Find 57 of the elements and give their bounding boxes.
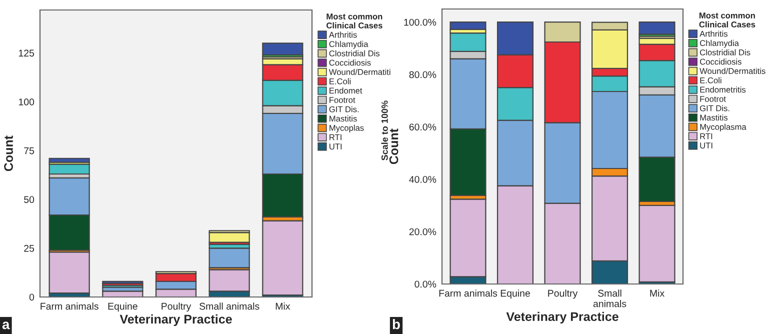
- y-tick-label: 20.0%: [409, 228, 436, 236]
- legend-label: Chlamydia: [700, 40, 739, 48]
- legend-label: Clostridial Dis: [329, 50, 380, 56]
- legend-label: Arthritis: [328, 32, 357, 38]
- legend-label: E.Coli: [700, 77, 722, 84]
- x-tick-label: Small animals: [200, 302, 260, 310]
- x-tick-label: Mix: [276, 302, 290, 310]
- x-tick-label: Farm animals: [40, 302, 98, 310]
- x-tick-label: Mix: [650, 290, 664, 297]
- legend-label: GIT Dis.: [329, 106, 359, 112]
- x-tick-label: Equine: [500, 290, 530, 299]
- legend-label: Clostridial Dis: [700, 49, 750, 56]
- legend-label: Wound/Dermatitis: [700, 68, 766, 74]
- legend-label: E.Coli: [330, 78, 351, 84]
- text: a: [2, 322, 10, 330]
- legend-label: Coccidiosis: [329, 60, 371, 66]
- legend-label: Endometritis: [700, 86, 746, 93]
- y-tick-label: 25: [24, 244, 34, 252]
- legend-label: UTI: [330, 144, 342, 150]
- y-tick-label: 40.0%: [409, 176, 436, 183]
- legend-title: Most common Clinical Cases: [326, 14, 382, 28]
- legend-label: Mycoplasma: [700, 124, 746, 132]
- y-tick-label: 50: [24, 196, 34, 203]
- legend-label: Mastitis: [700, 114, 728, 121]
- y-tick-label: 60.0%: [409, 124, 436, 130]
- x-axis-title: Veterinary Practice: [506, 312, 618, 324]
- y-tick-label: 80.0%: [409, 71, 436, 78]
- legend-label: Mastitis: [330, 115, 357, 122]
- text: b: [392, 319, 400, 330]
- y-tick-label: 75: [24, 147, 34, 154]
- legend-label: Endomet: [330, 87, 362, 94]
- x-axis-title: Veterinary Practice: [120, 314, 232, 326]
- y-tick-label: 125: [18, 50, 34, 57]
- legend-label: RTI: [700, 133, 712, 140]
- x-tick-label: Poultry: [162, 302, 192, 312]
- legend-label: Footrot: [330, 97, 356, 103]
- legend-label: Footrot: [700, 96, 726, 102]
- legend-label: RTI: [330, 134, 342, 140]
- y-axis-title: Count: [4, 136, 13, 172]
- legend-label: Wound/Dermatiti: [328, 68, 390, 75]
- x-tick-label: Equine: [108, 302, 138, 312]
- y-tick-label: 100.0%: [404, 18, 436, 26]
- y-tick-label: 100: [18, 98, 34, 106]
- x-tick-label: Farm animals: [439, 290, 498, 297]
- x-tick-label: Poultry: [548, 290, 578, 299]
- legend-label: Arthritis: [700, 30, 728, 37]
- legend-label: GIT Dis.: [700, 105, 730, 112]
- legend-label: UTI: [700, 142, 712, 148]
- legend-label: Chlamydia: [329, 40, 368, 49]
- legend-label: Coccidiosis: [700, 58, 742, 65]
- x-tick-label: Small animals: [593, 290, 626, 308]
- text: Scale to 100%: [381, 100, 388, 160]
- y-tick-label: 0: [29, 294, 34, 301]
- legend-label: Mycoplas: [330, 124, 364, 133]
- legend-title: Most common Clinical Cases: [699, 12, 756, 28]
- y-tick-label: 0.0%: [414, 280, 436, 288]
- y-axis-title: Count: [389, 128, 398, 164]
